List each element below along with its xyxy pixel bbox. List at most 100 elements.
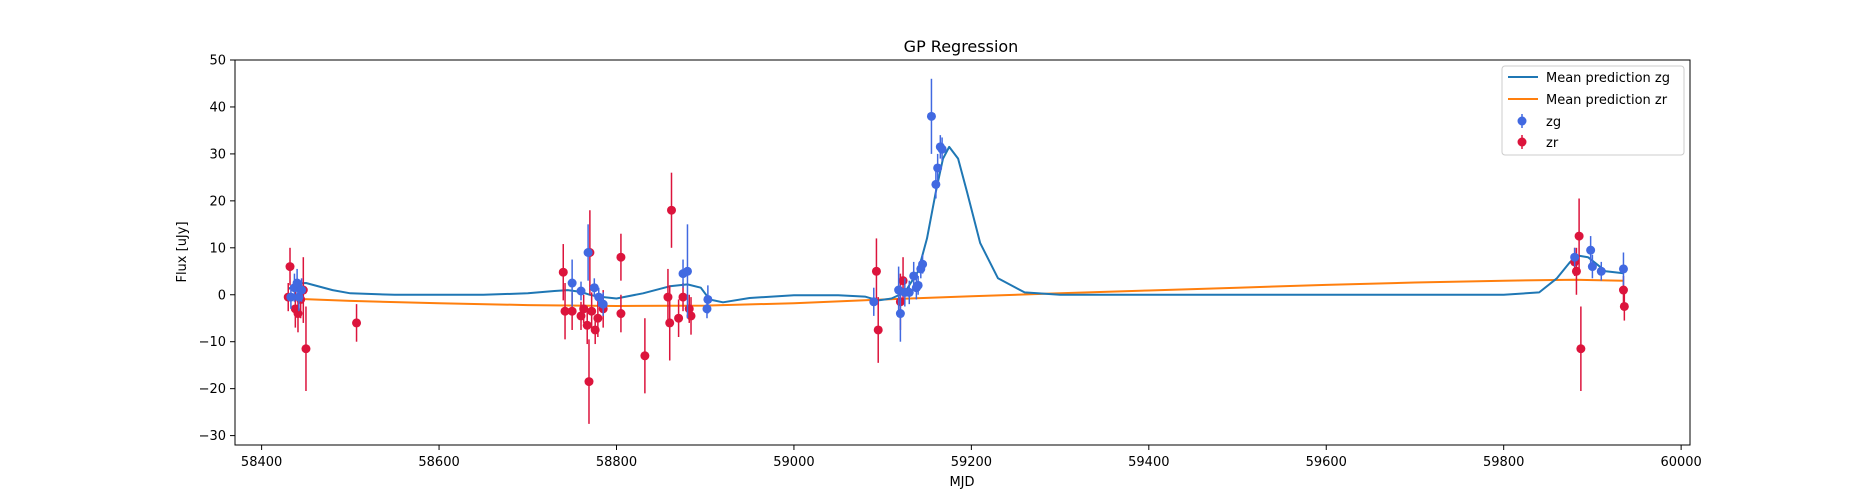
zr-marker: [558, 267, 568, 277]
zr-marker: [1618, 285, 1628, 295]
zg-marker: [904, 287, 914, 297]
zg-data-point: [1570, 247, 1580, 267]
x-tick-label: 58600: [418, 455, 459, 470]
zr-marker: [616, 252, 626, 262]
zg-data-point: [1586, 236, 1596, 265]
y-tick-label: 30: [209, 147, 226, 162]
x-tick-label: 59600: [1306, 455, 1347, 470]
y-tick-label: 50: [209, 54, 226, 69]
zr-marker: [665, 318, 675, 328]
y-tick-label: −20: [199, 382, 226, 397]
x-axis: 58400 58600 58800 59000 59200 59400 59600 59800…: [241, 445, 1702, 470]
plot-frame: [234, 59, 1691, 446]
zr-marker: [567, 306, 577, 316]
zg-data-point: [1618, 252, 1628, 286]
zg-data-point: [682, 224, 692, 319]
zr-marker: [873, 325, 883, 335]
zr-data-point: [665, 285, 675, 361]
zg-data-point: [598, 292, 608, 316]
x-axis-label: MJD: [949, 475, 974, 490]
zr-data-point: [558, 244, 568, 301]
zr-data-point: [667, 172, 676, 248]
zg-marker: [297, 285, 307, 295]
legend-mean-zg-label: Mean prediction zg: [1546, 71, 1670, 86]
zg-data-point: [583, 224, 593, 281]
y-tick-label: 20: [209, 194, 226, 209]
zr-data-point: [674, 299, 684, 338]
zg-marker: [895, 309, 905, 319]
y-axis: −30 −20 −10 0 10 20 30 40 50: [199, 54, 235, 444]
zr-marker: [285, 262, 295, 272]
zg-data-point: [904, 280, 914, 305]
zg-marker: [576, 286, 586, 296]
zr-marker: [1574, 231, 1584, 241]
zr-data-point: [285, 247, 295, 286]
zr-data-point: [582, 306, 592, 345]
zg-marker: [933, 163, 943, 173]
zr-data-point: [352, 304, 362, 342]
zr-marker: [560, 306, 570, 316]
zg-data-point: [589, 278, 599, 298]
x-tick-label: 59000: [773, 455, 814, 470]
zg-marker: [594, 292, 604, 302]
x-tick-label: 59200: [951, 455, 992, 470]
zg-data-point: [594, 287, 604, 307]
zr-data-point: [616, 294, 626, 333]
zg-marker: [567, 278, 577, 288]
zg-marker: [702, 304, 712, 314]
zr-marker: [674, 313, 684, 323]
zg-marker: [1586, 245, 1596, 255]
chart-title: GP Regression: [904, 37, 1019, 56]
zr-data-point: [587, 292, 597, 330]
zr-marker: [898, 276, 908, 286]
zr-data-point: [301, 306, 311, 392]
zr-data-point: [1619, 292, 1629, 321]
zg-data-point: [933, 153, 943, 183]
zg-data-point: [869, 287, 879, 316]
legend: Mean prediction zg Mean prediction zr zg…: [1501, 65, 1685, 156]
zg-marker: [1570, 252, 1580, 262]
zr-marker: [352, 318, 362, 328]
mean-prediction-zr-line: [288, 278, 1624, 307]
zr-data-point: [1576, 306, 1586, 392]
x-tick-label: 60000: [1660, 455, 1701, 470]
zg-marker: [869, 297, 879, 307]
zr-data-point: [584, 339, 594, 424]
zr-data-point: [593, 299, 603, 338]
zg-marker: [1587, 262, 1597, 272]
zg-data-point: [895, 285, 905, 342]
legend-zg-marker: [1517, 116, 1527, 126]
zr-marker: [871, 266, 881, 276]
zg-data-point: [1596, 261, 1606, 281]
x-tick-label: 58800: [596, 455, 637, 470]
y-tick-label: 10: [209, 241, 226, 256]
zr-marker: [587, 306, 597, 316]
zr-marker: [686, 311, 696, 321]
zg-marker: [703, 294, 713, 304]
zg-data-point: [937, 137, 947, 161]
y-tick-label: 40: [209, 100, 226, 115]
zg-marker: [937, 144, 947, 154]
zr-marker: [301, 344, 311, 354]
zg-marker: [931, 179, 941, 189]
zr-marker: [616, 309, 626, 319]
zg-data-point: [567, 259, 577, 307]
zr-marker: [584, 377, 594, 387]
zg-marker: [286, 292, 296, 302]
zg-marker: [926, 111, 936, 121]
x-tick-label: 59800: [1483, 455, 1524, 470]
zr-data-point: [1574, 198, 1584, 274]
zg-data-point: [703, 285, 713, 314]
zg-marker: [913, 280, 923, 290]
zg-marker: [589, 283, 599, 293]
zg-data-point: [931, 170, 941, 199]
zg-data-point: [926, 78, 936, 154]
plot-area: [283, 78, 1629, 424]
zr-marker: [667, 205, 676, 215]
zr-marker: [678, 292, 688, 302]
zr-marker: [593, 313, 603, 323]
zr-data-point: [640, 318, 650, 394]
zg-marker: [598, 299, 608, 309]
zr-marker: [640, 351, 650, 361]
legend-box: [1501, 65, 1685, 156]
